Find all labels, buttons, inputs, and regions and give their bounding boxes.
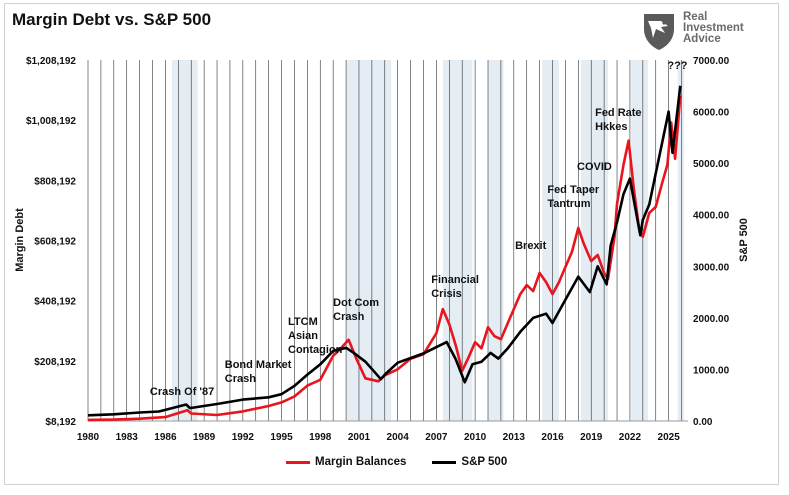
annotation-line: Fed Rate (595, 107, 641, 119)
annotation-line: Dot Com (333, 297, 379, 309)
annotation-line: Contagion (288, 344, 343, 356)
shaded-period-5 (580, 60, 608, 421)
y2-tick-label: 1000.00 (693, 365, 730, 376)
x-tick-label: 1998 (309, 432, 332, 443)
y-tick-label: $808,192 (34, 176, 76, 187)
shaded-period-0 (171, 60, 198, 421)
annotation-0: Crash Of '87 (150, 386, 214, 398)
y2-tick-label: 5000.00 (693, 159, 730, 170)
chart-frame (4, 3, 779, 485)
y-tick-label: $408,192 (34, 297, 76, 308)
y2-tick-label: 2000.00 (693, 314, 730, 325)
y-tick-labels: $8,192 $208,192 $408,192 $608,192 $808,192 $1… (26, 56, 76, 428)
annotation-5: Brexit (515, 240, 547, 252)
y2-tick-label: 6000.00 (693, 108, 730, 119)
x-tick-label: 2013 (503, 432, 526, 443)
annotation-6: Fed Taper Tantrum (547, 184, 599, 210)
x-tick-label: 2010 (464, 432, 487, 443)
legend-swatch-sp500 (432, 460, 457, 464)
x-tick-label: 2019 (580, 432, 603, 443)
y-tick-label: $208,192 (34, 357, 76, 368)
annotation-line: Tantrum (547, 198, 590, 210)
legend-label-margin: Margin Balances (315, 456, 407, 468)
shaded-period-1 (346, 60, 392, 421)
y-tick-label: $1,208,192 (26, 56, 76, 67)
y-tick-label: $608,192 (34, 237, 76, 248)
annotation-1: Bond Market Crash (225, 359, 292, 385)
series-line-sp500 (87, 85, 682, 417)
legend-item-margin: Margin Balances (286, 456, 406, 468)
y2-axis-title: S&P 500 (738, 218, 750, 262)
x-tick-label: 1983 (116, 432, 139, 443)
annotation-2: LTCM Asian Contagion (288, 316, 343, 356)
series-line-margin-balances (87, 95, 682, 422)
annotation-line: Asian (288, 330, 318, 342)
y2-tick-label: 0.00 (693, 417, 713, 428)
y-tick-label: $8,192 (45, 417, 76, 428)
y-axis-title: Margin Debt (14, 208, 26, 272)
annotation-line: Brexit (515, 240, 547, 252)
x-tick-label: 1980 (77, 432, 100, 443)
eagle-shield-icon (644, 14, 674, 50)
y-tick-label: $1,008,192 (26, 116, 76, 127)
x-tick-label: 2016 (541, 432, 564, 443)
brand-line-1: Real (683, 11, 708, 23)
y2-tick-label: 4000.00 (693, 211, 730, 222)
annotation-line: Hkkes (595, 121, 627, 133)
annotations: Crash Of '87 Bond Market Crash LTCM Asian Con… (150, 60, 688, 398)
x-tick-label: 2004 (387, 432, 410, 443)
annotation-7: COVID (577, 161, 612, 173)
x-tick-label: 2022 (619, 432, 642, 443)
legend: Margin Balances S&P 500 (286, 456, 533, 468)
y2-tick-label: 7000.00 (693, 56, 730, 67)
annotation-line: Financial (431, 274, 479, 286)
x-tick-labels: 1980 1983 1986 1989 1992 1995 1998 2001 2004 2007… (77, 432, 680, 443)
annotation-line: COVID (577, 161, 612, 173)
annotation-line: Crisis (431, 288, 462, 300)
x-tick-label: 2001 (348, 432, 371, 443)
brand-line-2: Investment (683, 22, 744, 34)
x-tick-label: 1995 (270, 432, 293, 443)
y2-tick-labels: 0.00 1000.00 2000.00 3000.00 4000.00 5000.00 6… (693, 56, 730, 428)
chart-title: Margin Debt vs. S&P 500 (12, 10, 212, 29)
series-lines (87, 85, 682, 422)
annotation-line: Fed Taper (547, 184, 599, 196)
annotation-9: ??? (667, 60, 687, 72)
brand-name: Real Investment Advice (683, 11, 744, 45)
shaded-period-6 (631, 60, 648, 421)
annotation-line: Crash Of '87 (150, 386, 214, 398)
x-tick-label: 1992 (232, 432, 255, 443)
grid-lines (87, 60, 682, 421)
legend-item-sp500: S&P 500 (432, 456, 507, 468)
annotation-line: Bond Market (225, 359, 292, 371)
y2-tick-label: 3000.00 (693, 262, 730, 273)
annotation-3: Dot Com Crash (333, 297, 379, 323)
x-tick-label: 2007 (425, 432, 448, 443)
legend-swatch-margin (286, 460, 310, 464)
legend-label-sp500: S&P 500 (461, 456, 508, 468)
x-tick-label: 1986 (154, 432, 177, 443)
x-tick-label: 2025 (658, 432, 681, 443)
annotation-4: Financial Crisis (431, 274, 479, 300)
shaded-period-4 (542, 60, 559, 421)
annotation-line: LTCM (288, 316, 318, 328)
x-tick-label: 1989 (193, 432, 216, 443)
annotation-8: Fed Rate Hkkes (595, 107, 641, 133)
shaded-period-7 (677, 60, 685, 421)
annotation-line: Crash (225, 373, 256, 385)
annotation-line: Crash (333, 311, 364, 323)
brand-line-3: Advice (683, 33, 721, 45)
brand-logo: Real Investment Advice (641, 11, 761, 53)
annotation-line: ??? (667, 60, 687, 72)
